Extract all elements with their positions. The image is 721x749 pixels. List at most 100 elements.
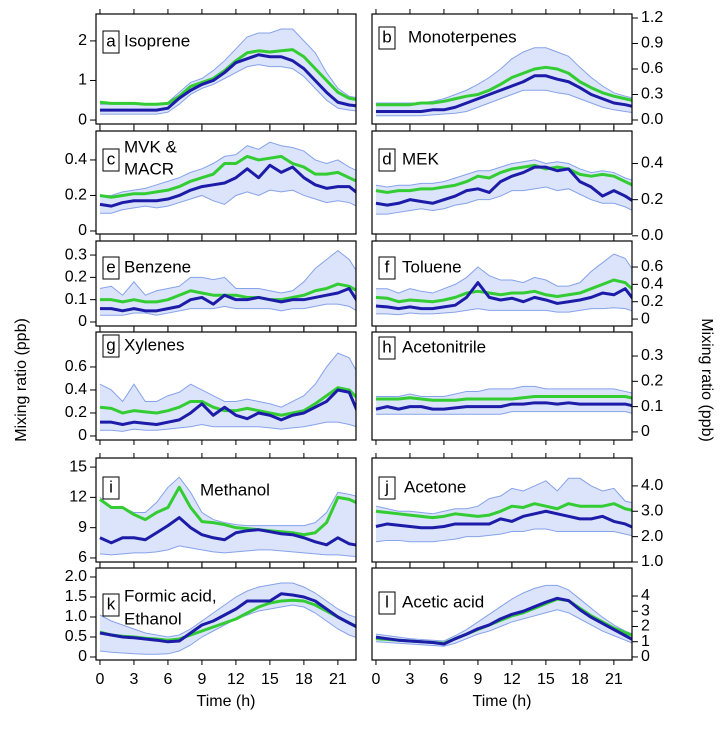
panel-letter-box <box>378 591 396 615</box>
y-tick-label: 0.1 <box>65 291 87 308</box>
panel: 0 0.2 0.4 c MVK & MACR <box>65 126 357 239</box>
y-tick-label: 2.0 <box>641 528 663 545</box>
panel-title: Monoterpenes <box>408 27 517 46</box>
y-tick-label: 4.0 <box>641 477 663 494</box>
y-tick-label: 0 <box>78 427 87 444</box>
panel-letter-box <box>102 334 120 358</box>
y-tick-label: 1.5 <box>65 588 87 605</box>
x-tick-label: 6 <box>163 671 172 688</box>
y-tick-label: 1.0 <box>641 553 663 570</box>
x-tick-label: 9 <box>473 671 482 688</box>
band-edge <box>375 609 632 647</box>
plot-area <box>99 476 356 558</box>
panel: 00.20.40.6 f Toluene <box>371 236 663 331</box>
panel-title: MEK <box>402 149 440 168</box>
y-tick-label: 0.4 <box>641 276 663 293</box>
panel-letter: g <box>106 335 115 354</box>
x-tick-label: 0 <box>372 671 381 688</box>
frame <box>95 567 357 661</box>
y-tick-label: 0 <box>641 423 650 440</box>
panel-letter: d <box>382 149 391 168</box>
panel-title: Methanol <box>200 480 270 499</box>
band-edge <box>99 545 356 558</box>
y-tick-label: 0 <box>78 222 87 239</box>
y-tick-label: 3 <box>641 602 650 619</box>
band-edge <box>375 528 632 543</box>
panel-title: MVK & <box>124 137 178 156</box>
band-edge <box>375 159 632 188</box>
frame <box>371 331 633 441</box>
panel-letter: e <box>106 257 115 276</box>
plot-area <box>99 249 356 316</box>
band-edge <box>375 584 632 642</box>
panel-letter: j <box>384 477 389 496</box>
frame <box>371 567 633 661</box>
y-axis-label: Mixing ratio (ppb) <box>698 318 715 442</box>
y-tick-label: 0.6 <box>641 258 663 275</box>
y-tick-label: 0.2 <box>641 191 663 208</box>
plot-area <box>99 352 356 432</box>
y-tick-label: 1 <box>641 633 650 650</box>
x-axis-label: Time (h) <box>473 693 532 710</box>
y-tick-label: 0 <box>78 648 87 665</box>
panel: 0 0.1 0.2 0.3 h Acetonitrile <box>371 327 663 445</box>
band-edge <box>99 476 356 527</box>
panel: 0 0.2 0.4 0.6 g Xylenes <box>65 327 357 445</box>
y-tick-label: 2 <box>78 32 87 49</box>
panel-title: Acetonitrile <box>402 337 486 356</box>
frame <box>371 130 633 235</box>
y-tick-label: 0.9 <box>641 35 663 52</box>
line <box>99 53 356 112</box>
x-axis-label: Time (h) <box>197 693 256 710</box>
x-tick-label: 15 <box>537 671 555 688</box>
band <box>99 142 356 214</box>
panel-letter: f <box>385 257 390 276</box>
panel-letter: l <box>385 592 389 611</box>
y-tick-label: 0.1 <box>641 398 663 415</box>
line <box>375 278 632 304</box>
y-tick-label: 6 <box>78 549 87 566</box>
panel: 0.0 0.3 0.6 0.9 1.2 b Monoterpenes <box>371 9 663 129</box>
line <box>99 154 356 199</box>
line <box>375 74 632 114</box>
panel-letter: b <box>382 27 391 46</box>
panel-letter-box <box>102 30 120 54</box>
line <box>375 509 632 530</box>
panel-title: Ethanol <box>124 609 182 628</box>
y-tick-label: 0 <box>641 648 650 665</box>
panel-title: MACR <box>124 159 174 178</box>
x-tick-label: 18 <box>295 671 313 688</box>
band-edge <box>99 582 356 638</box>
x-tick-label: 3 <box>405 671 414 688</box>
line <box>375 165 632 207</box>
line <box>99 592 356 644</box>
y-tick-label: 0 <box>78 111 87 128</box>
frame <box>95 240 357 327</box>
plot-area <box>99 582 356 655</box>
line <box>375 163 632 194</box>
panel: 1.0 2.0 3.0 4.0 j Acetone <box>371 453 663 570</box>
y-tick-label: 0.4 <box>65 381 87 398</box>
y-tick-label: 15 <box>69 458 87 475</box>
y-tick-label: 2.0 <box>65 568 87 585</box>
plot-area <box>375 159 632 215</box>
band-edge <box>375 253 632 294</box>
panel-letter-box <box>378 336 396 360</box>
y-axis-label: Mixing ratio (ppb) <box>13 318 30 442</box>
y-tick-label: 2 <box>641 618 650 635</box>
y-tick-label: 0.2 <box>65 269 87 286</box>
y-tick-label: 0.4 <box>641 155 663 172</box>
frame <box>95 130 357 235</box>
y-tick-label: 0.2 <box>641 293 663 310</box>
line <box>375 394 632 402</box>
band-edge <box>375 385 632 397</box>
x-tick-label: 3 <box>129 671 138 688</box>
y-tick-label: 0.3 <box>641 86 663 103</box>
x-tick-label: 9 <box>197 671 206 688</box>
y-tick-label: 4 <box>641 587 650 604</box>
y-tick-label: 1.0 <box>65 608 87 625</box>
band-edge <box>99 64 356 115</box>
plot-area <box>375 385 632 415</box>
line <box>375 401 632 411</box>
line <box>99 282 356 304</box>
